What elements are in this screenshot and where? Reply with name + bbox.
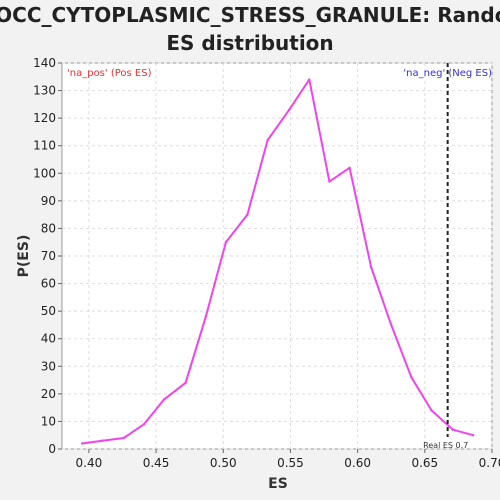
x-tick-label: 0.55 bbox=[277, 456, 304, 470]
y-tick-label: 110 bbox=[33, 139, 56, 153]
data-point bbox=[80, 442, 84, 445]
data-point bbox=[410, 376, 413, 379]
y-tick-label: 50 bbox=[41, 304, 56, 318]
y-tick-label: 40 bbox=[41, 332, 56, 346]
x-tick-label: 0.70 bbox=[479, 456, 500, 470]
chart-marks: Real ES 0.7 bbox=[80, 63, 475, 450]
y-tick-label: 140 bbox=[33, 56, 56, 70]
y-tick-label: 60 bbox=[41, 277, 56, 291]
gridlines bbox=[62, 62, 493, 450]
data-point bbox=[204, 315, 207, 318]
chart-title-line-1: GOCC_CYTOPLASMIC_STRESS_GRANULE: Random bbox=[0, 3, 500, 27]
y-tick-label: 70 bbox=[41, 249, 56, 263]
data-point bbox=[430, 409, 433, 412]
y-tick-label: 120 bbox=[33, 111, 56, 125]
y-tick-label: 0 bbox=[48, 442, 56, 456]
y-tick-label: 80 bbox=[41, 221, 56, 235]
x-tick-label: 0.50 bbox=[210, 456, 237, 470]
x-tick-label: 0.45 bbox=[143, 456, 170, 470]
data-point bbox=[287, 108, 291, 112]
y-axis-label: P(ES) bbox=[16, 235, 32, 278]
data-point bbox=[266, 139, 269, 142]
y-tick-label: 130 bbox=[33, 84, 56, 98]
pos-es-label: 'na_pos' (Pos ES) bbox=[67, 68, 152, 79]
y-tick-label: 100 bbox=[33, 166, 56, 180]
data-point bbox=[224, 241, 228, 244]
data-point bbox=[328, 180, 331, 183]
data-point bbox=[101, 439, 104, 442]
data-point bbox=[369, 265, 373, 269]
real-es-label: Real ES 0.7 bbox=[423, 441, 468, 450]
y-tick-label: 90 bbox=[41, 194, 56, 208]
x-axis-label: ES bbox=[268, 476, 288, 492]
data-point bbox=[122, 436, 126, 440]
x-tick-label: 0.65 bbox=[411, 456, 438, 470]
plot-area bbox=[61, 62, 493, 450]
y-tick-label: 30 bbox=[41, 359, 56, 373]
data-point bbox=[162, 398, 166, 401]
data-point bbox=[451, 428, 455, 431]
chart-title-line-2: ES distribution bbox=[166, 31, 333, 55]
data-point bbox=[308, 78, 311, 81]
neg-es-label: 'na_neg' (Neg ES) bbox=[403, 68, 492, 79]
x-tick-label: 0.40 bbox=[76, 456, 103, 470]
data-point bbox=[390, 323, 393, 327]
x-tick-label: 0.60 bbox=[344, 456, 371, 470]
y-tick-label: 20 bbox=[41, 387, 56, 401]
data-point bbox=[184, 381, 187, 385]
series-line bbox=[82, 78, 474, 445]
data-point bbox=[471, 434, 475, 437]
data-point bbox=[348, 166, 351, 169]
axis-ticks: 0 10 20 30 40 50 60 70 80 90 100 110 120 130 140 0.40 0.… bbox=[33, 56, 500, 470]
data-point bbox=[246, 213, 249, 216]
y-tick-label: 10 bbox=[41, 414, 56, 428]
data-point bbox=[142, 422, 146, 426]
